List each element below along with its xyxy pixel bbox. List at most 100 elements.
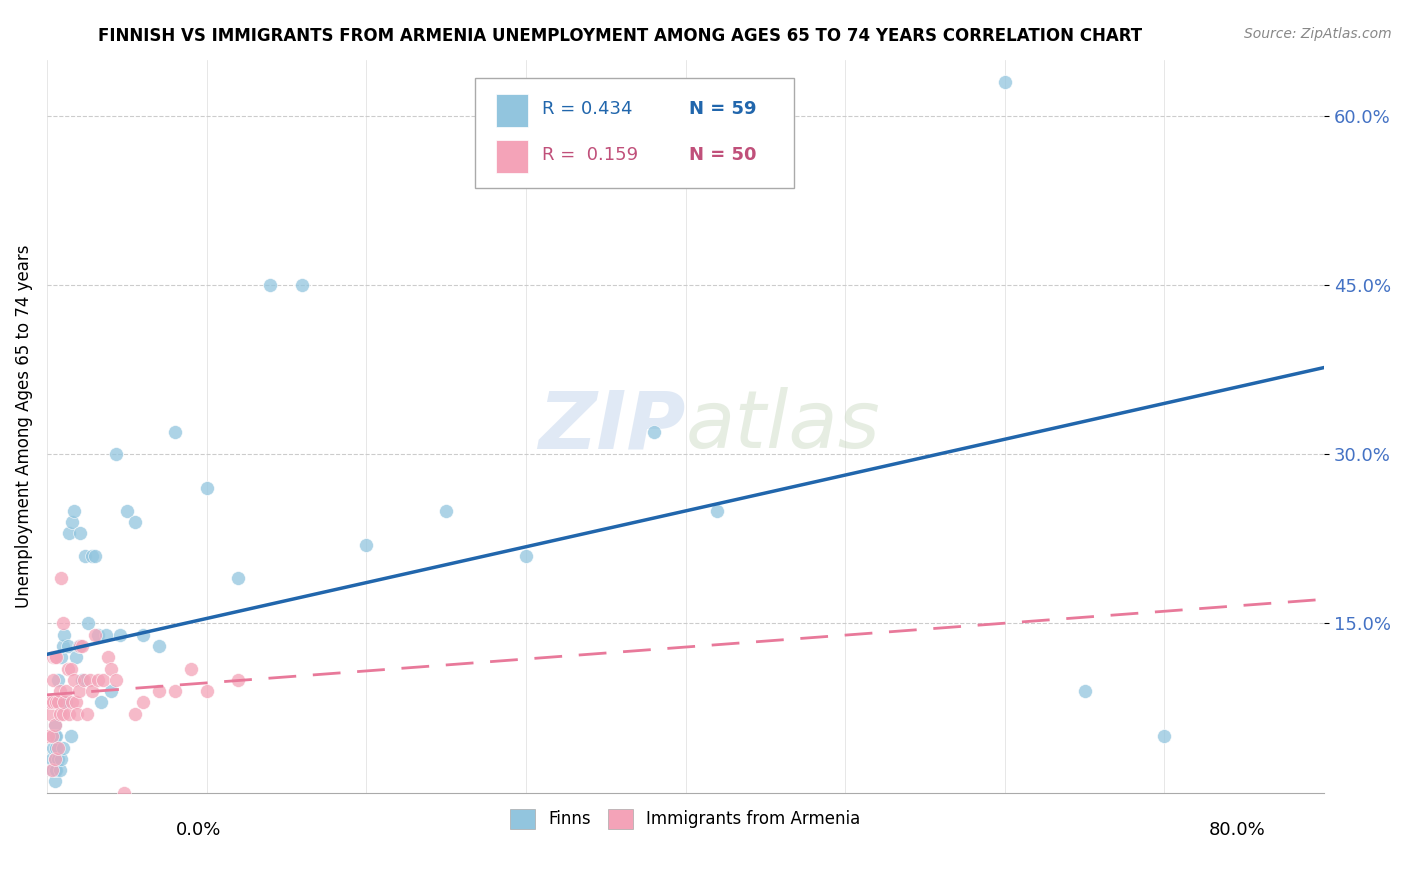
Point <box>75 549 97 563</box>
Point <box>79 673 101 687</box>
Point <box>42 729 65 743</box>
Point <box>46 740 69 755</box>
Point <box>94 628 117 642</box>
Point <box>41 729 63 743</box>
Point <box>65 695 87 709</box>
Point <box>62 695 84 709</box>
Point <box>51 650 73 665</box>
Point <box>46 695 69 709</box>
Point <box>66 706 89 721</box>
Point <box>51 571 73 585</box>
Point <box>515 549 537 563</box>
Text: 0.0%: 0.0% <box>176 821 221 838</box>
Point <box>70 673 93 687</box>
Point <box>163 425 186 439</box>
Point <box>51 752 73 766</box>
Point <box>45 729 67 743</box>
Point <box>100 684 122 698</box>
Text: ZIP: ZIP <box>538 387 686 465</box>
Point <box>90 695 112 709</box>
Point <box>228 571 250 585</box>
Point <box>52 706 75 721</box>
Point <box>87 628 110 642</box>
Point <box>63 504 86 518</box>
Point <box>53 628 76 642</box>
Point <box>44 718 66 732</box>
FancyBboxPatch shape <box>475 78 794 188</box>
Point <box>1153 729 1175 743</box>
Text: N = 50: N = 50 <box>689 146 756 164</box>
Point <box>104 447 127 461</box>
Point <box>434 504 457 518</box>
Point <box>91 673 114 687</box>
Point <box>59 662 82 676</box>
Point <box>180 662 202 676</box>
Point <box>44 650 66 665</box>
Point <box>124 706 146 721</box>
Point <box>67 639 90 653</box>
Point <box>58 526 80 541</box>
Point <box>53 695 76 709</box>
Point <box>58 706 80 721</box>
Text: R = 0.434: R = 0.434 <box>543 101 633 119</box>
Text: FINNISH VS IMMIGRANTS FROM ARMENIA UNEMPLOYMENT AMONG AGES 65 TO 74 YEARS CORREL: FINNISH VS IMMIGRANTS FROM ARMENIA UNEMP… <box>98 27 1143 45</box>
Point <box>69 526 91 541</box>
Point <box>52 639 75 653</box>
Point <box>39 695 62 709</box>
Point <box>42 673 65 687</box>
Point <box>148 639 170 653</box>
Point <box>80 549 103 563</box>
Point <box>70 639 93 653</box>
Point <box>41 763 63 777</box>
Point <box>1073 684 1095 698</box>
Point <box>72 673 94 687</box>
Bar <box>496 140 529 173</box>
Point <box>112 786 135 800</box>
Point <box>195 684 218 698</box>
Text: atlas: atlas <box>686 387 880 465</box>
Point <box>42 763 65 777</box>
Point <box>80 684 103 698</box>
Point <box>52 616 75 631</box>
Point <box>100 662 122 676</box>
Point <box>63 673 86 687</box>
Point <box>55 684 77 698</box>
Point <box>55 695 77 709</box>
Text: N = 59: N = 59 <box>689 101 756 119</box>
Point <box>643 425 665 439</box>
Point <box>56 662 79 676</box>
Text: Source: ZipAtlas.com: Source: ZipAtlas.com <box>1244 27 1392 41</box>
Point <box>69 639 91 653</box>
Point <box>52 740 75 755</box>
Point <box>706 504 728 518</box>
Text: R =  0.159: R = 0.159 <box>543 146 638 164</box>
Point <box>45 695 67 709</box>
Point <box>41 752 63 766</box>
Point <box>83 549 105 563</box>
Y-axis label: Unemployment Among Ages 65 to 74 years: Unemployment Among Ages 65 to 74 years <box>15 244 32 607</box>
Point <box>87 673 110 687</box>
Point <box>48 706 70 721</box>
Point <box>76 706 98 721</box>
Point <box>115 504 138 518</box>
Point <box>44 729 66 743</box>
Point <box>354 537 377 551</box>
Point <box>48 684 70 698</box>
Point <box>42 650 65 665</box>
Point <box>163 684 186 698</box>
Point <box>195 481 218 495</box>
Point <box>46 673 69 687</box>
Point <box>37 729 59 743</box>
Point <box>48 695 70 709</box>
Point <box>994 75 1017 89</box>
Point <box>48 763 70 777</box>
Point <box>77 616 100 631</box>
Point <box>131 628 153 642</box>
Point <box>65 650 87 665</box>
Text: 80.0%: 80.0% <box>1209 821 1265 838</box>
Legend: Finns, Immigrants from Armenia: Finns, Immigrants from Armenia <box>503 802 868 836</box>
Point <box>110 628 132 642</box>
Point <box>124 515 146 529</box>
Point <box>44 752 66 766</box>
Point <box>228 673 250 687</box>
